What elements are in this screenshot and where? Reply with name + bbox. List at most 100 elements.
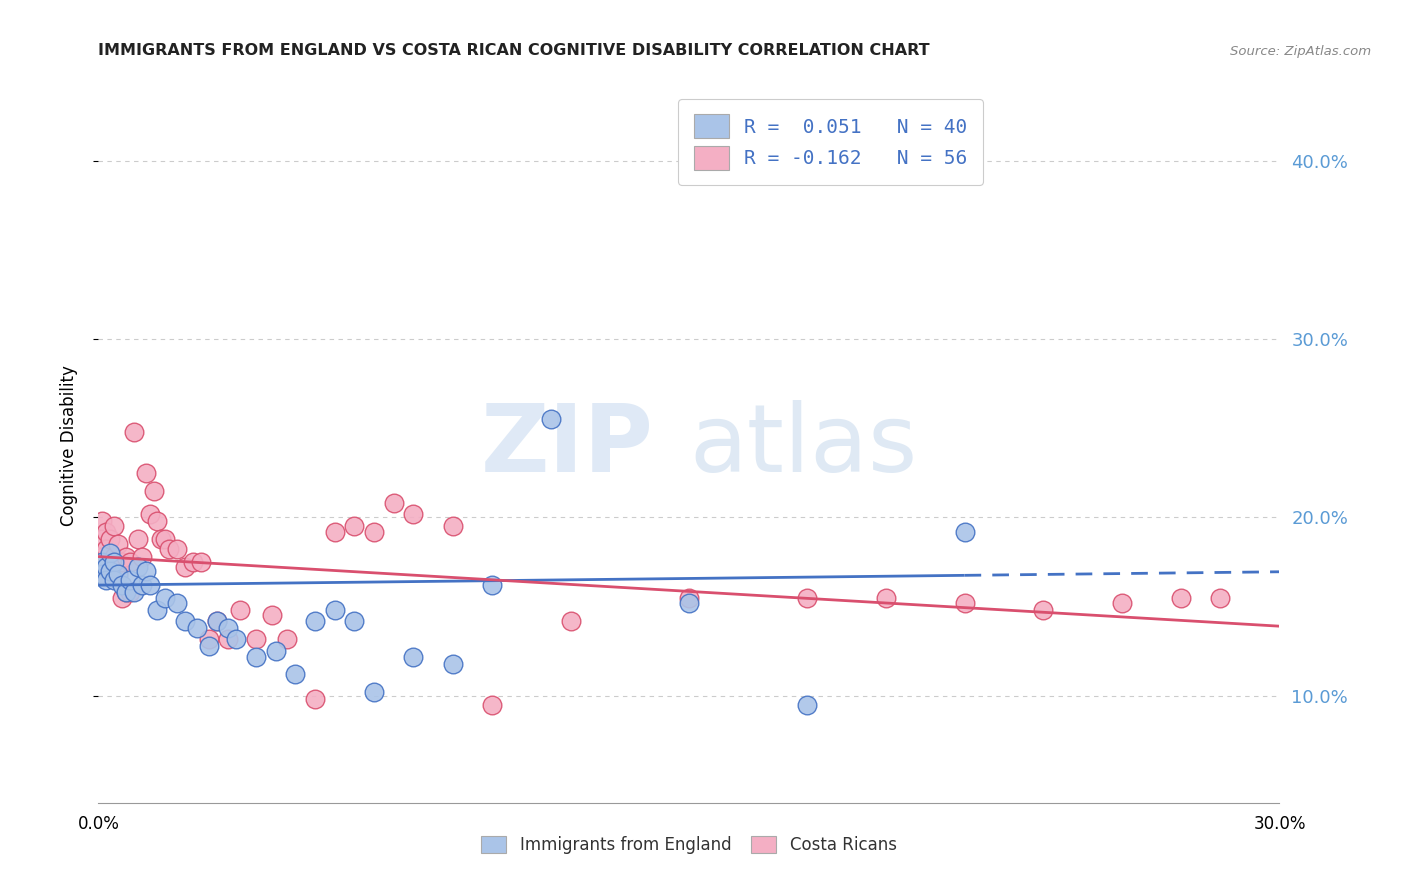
Point — [135, 564, 157, 578]
Point — [796, 698, 818, 712]
Point — [155, 532, 177, 546]
Point — [323, 603, 346, 617]
Point — [107, 537, 129, 551]
Point — [118, 585, 141, 599]
Point — [91, 555, 114, 569]
Point — [122, 425, 145, 439]
Point — [115, 585, 138, 599]
Point — [111, 555, 134, 569]
Point — [363, 524, 385, 539]
Point — [111, 591, 134, 605]
Point — [197, 632, 219, 646]
Point — [118, 555, 141, 569]
Point — [98, 564, 121, 578]
Point — [111, 578, 134, 592]
Point — [264, 644, 287, 658]
Point — [91, 532, 114, 546]
Point — [260, 608, 283, 623]
Point — [166, 596, 188, 610]
Point — [146, 514, 169, 528]
Point — [103, 519, 125, 533]
Point — [441, 657, 464, 671]
Point — [304, 692, 326, 706]
Point — [678, 596, 700, 610]
Point — [138, 578, 160, 592]
Point — [323, 524, 346, 539]
Point — [197, 639, 219, 653]
Point — [229, 603, 252, 617]
Point — [441, 519, 464, 533]
Point — [135, 466, 157, 480]
Legend: Immigrants from England, Costa Ricans: Immigrants from England, Costa Ricans — [472, 828, 905, 863]
Point — [245, 632, 267, 646]
Point — [96, 567, 118, 582]
Point — [131, 549, 153, 564]
Point — [98, 560, 121, 574]
Point — [402, 507, 425, 521]
Point — [115, 585, 138, 599]
Point — [103, 573, 125, 587]
Point — [304, 614, 326, 628]
Point — [107, 567, 129, 582]
Point — [96, 573, 118, 587]
Point — [205, 614, 228, 628]
Point — [166, 542, 188, 557]
Point — [284, 667, 307, 681]
Point — [382, 496, 405, 510]
Point — [157, 542, 180, 557]
Point — [363, 685, 385, 699]
Point — [953, 524, 976, 539]
Y-axis label: Cognitive Disability: Cognitive Disability — [59, 366, 77, 526]
Point — [98, 532, 121, 546]
Point — [217, 632, 239, 646]
Point — [103, 555, 125, 569]
Point — [98, 546, 121, 560]
Point — [122, 585, 145, 599]
Point — [96, 560, 118, 574]
Point — [1170, 591, 1192, 605]
Point — [481, 698, 503, 712]
Point — [103, 549, 125, 564]
Point — [91, 567, 114, 582]
Point — [678, 591, 700, 605]
Point — [127, 560, 149, 574]
Point — [127, 532, 149, 546]
Text: ZIP: ZIP — [481, 400, 654, 492]
Point — [118, 573, 141, 587]
Point — [343, 614, 366, 628]
Point — [91, 514, 114, 528]
Point — [1209, 591, 1232, 605]
Point — [115, 549, 138, 564]
Point — [481, 578, 503, 592]
Point — [560, 614, 582, 628]
Point — [953, 596, 976, 610]
Point — [174, 614, 197, 628]
Point — [150, 532, 173, 546]
Point — [1111, 596, 1133, 610]
Point — [142, 483, 165, 498]
Point — [1032, 603, 1054, 617]
Point — [96, 542, 118, 557]
Point — [225, 632, 247, 646]
Point — [181, 555, 204, 569]
Point — [138, 507, 160, 521]
Point — [186, 621, 208, 635]
Text: IMMIGRANTS FROM ENGLAND VS COSTA RICAN COGNITIVE DISABILITY CORRELATION CHART: IMMIGRANTS FROM ENGLAND VS COSTA RICAN C… — [98, 43, 929, 58]
Point — [402, 649, 425, 664]
Point — [91, 549, 114, 564]
Point — [174, 560, 197, 574]
Point — [796, 591, 818, 605]
Point — [107, 567, 129, 582]
Point — [217, 621, 239, 635]
Point — [146, 603, 169, 617]
Point — [245, 649, 267, 664]
Point — [875, 591, 897, 605]
Point — [190, 555, 212, 569]
Text: atlas: atlas — [689, 400, 917, 492]
Point — [540, 412, 562, 426]
Point — [343, 519, 366, 533]
Point — [276, 632, 298, 646]
Point — [96, 524, 118, 539]
Point — [205, 614, 228, 628]
Point — [155, 591, 177, 605]
